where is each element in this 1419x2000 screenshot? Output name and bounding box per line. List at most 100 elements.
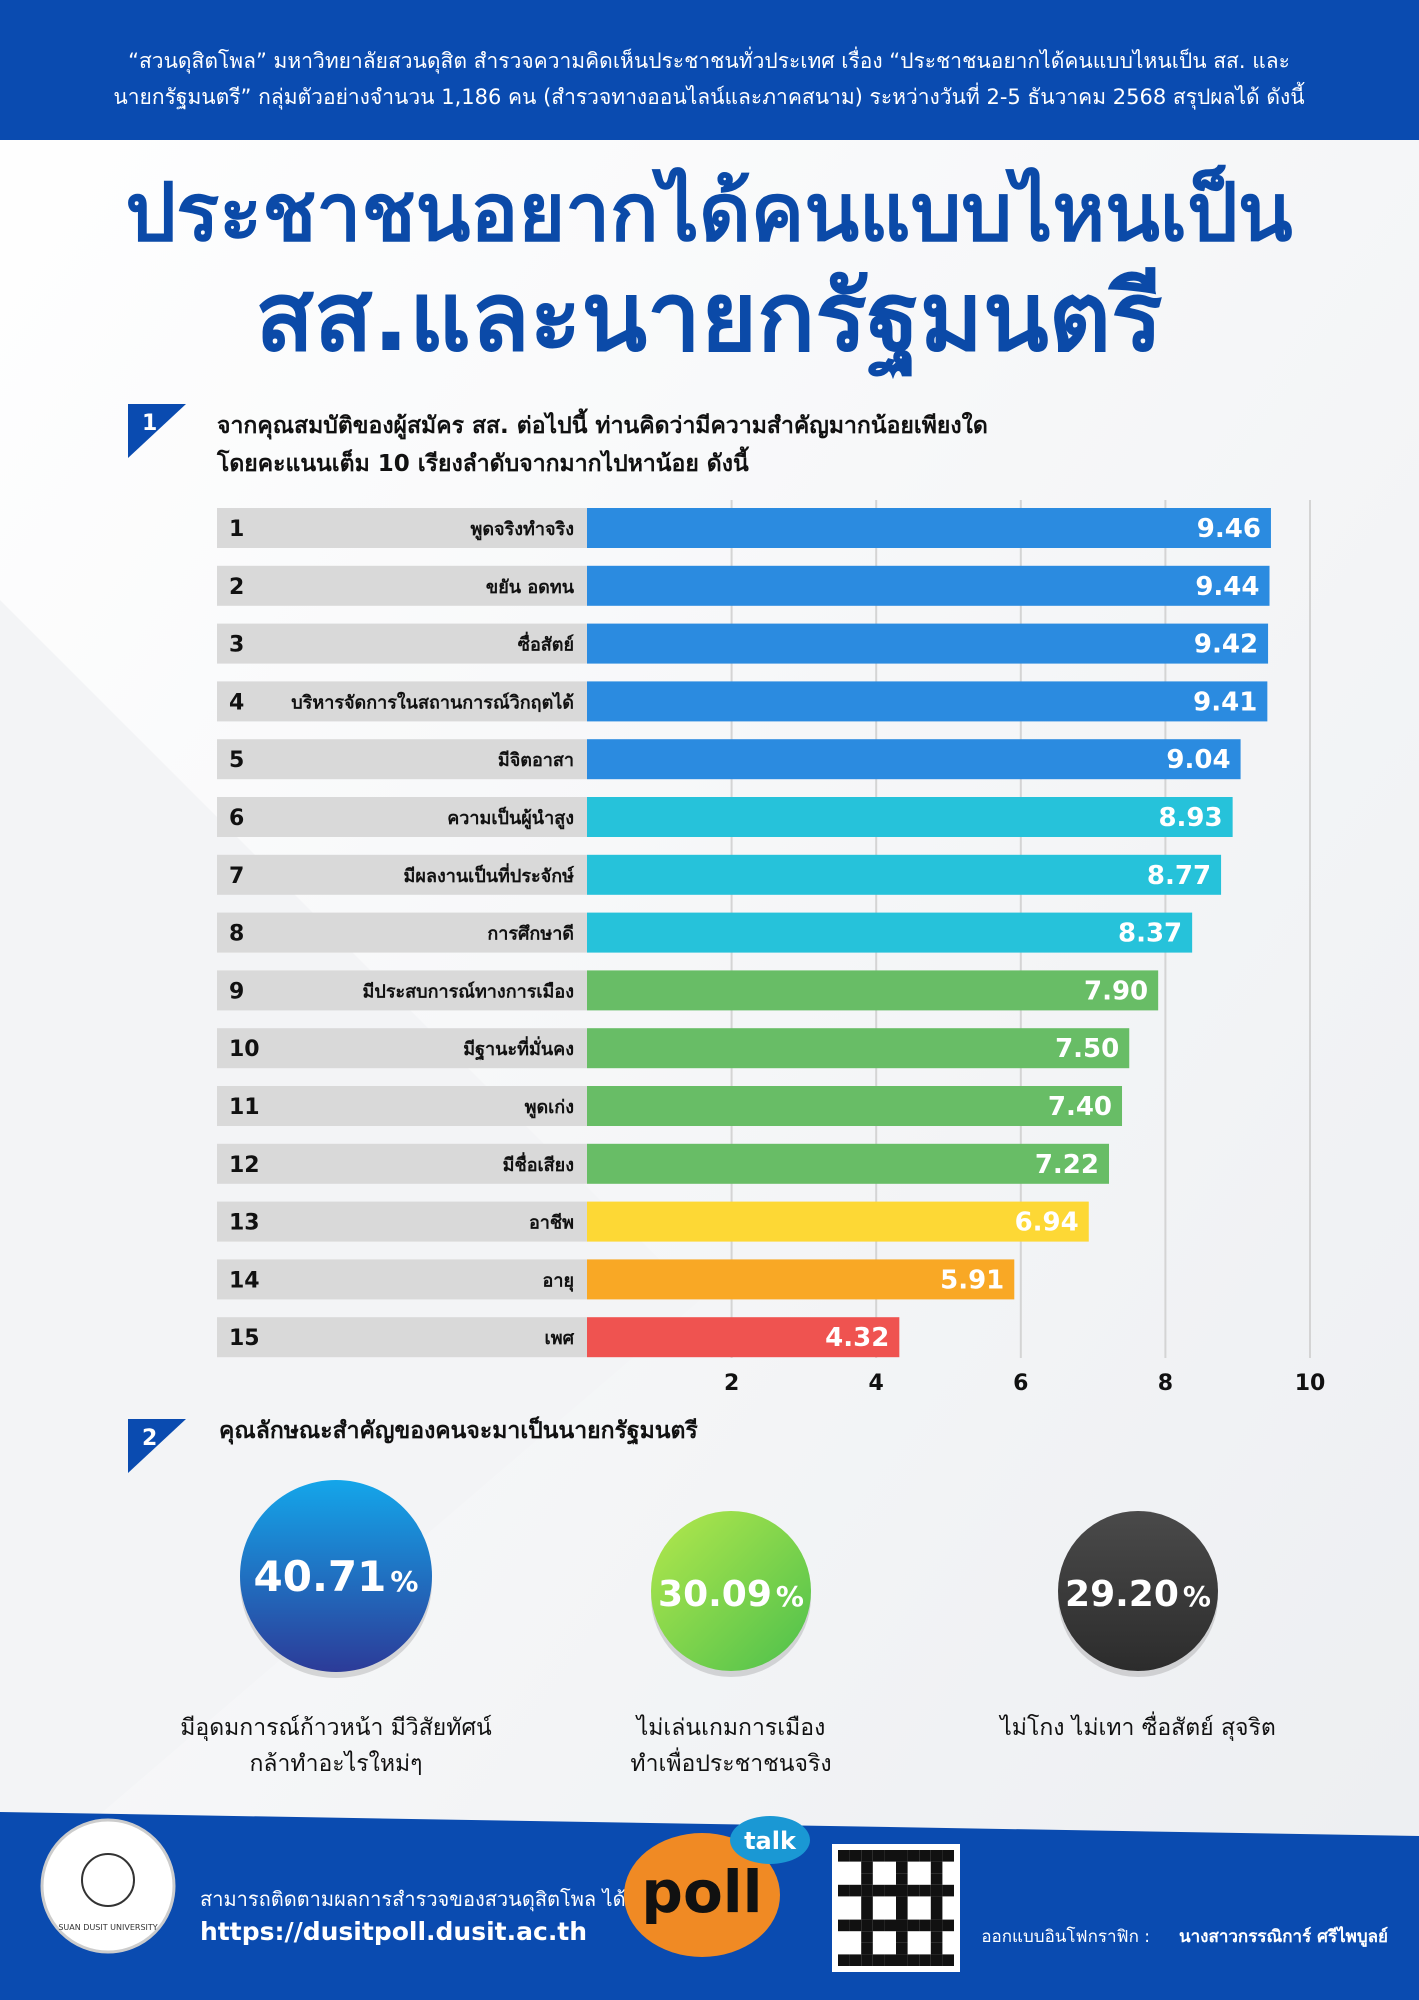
main-title: ประชาชนอยากได้คนแบบไหนเป็น — [125, 164, 1292, 259]
rank: 1 — [229, 517, 244, 542]
logo-poll: poll — [641, 1858, 762, 1926]
stat-caption: ทำเพื่อประชาชนจริง — [630, 1747, 831, 1777]
qr-module — [849, 1884, 862, 1897]
qr-module — [896, 1861, 908, 1874]
qr-module — [896, 1942, 908, 1955]
stat-unit: % — [390, 1565, 418, 1598]
value-label: 5.91 — [940, 1265, 1004, 1295]
qr-module — [861, 1942, 873, 1955]
category-label: การศึกษาดี — [487, 924, 574, 945]
category-label: มีชื่อเสียง — [503, 1152, 574, 1176]
stat-unit: % — [776, 1580, 804, 1613]
bar — [587, 1201, 1089, 1242]
qr-module — [838, 1850, 850, 1862]
follow-text: สามารถติดตามผลการสำรวจของสวนดุสิตโพล ได้… — [200, 1885, 639, 1912]
stat-caption: ไม่โกง ไม่เทา ซื่อสัตย์ สุจริต — [998, 1711, 1276, 1741]
label-box — [217, 508, 587, 548]
qr-module — [930, 1861, 943, 1874]
bar — [587, 854, 1222, 895]
category-label: มีประสบการณ์ทางการเมือง — [363, 980, 574, 1002]
qr-module — [907, 1850, 920, 1862]
qr-module — [861, 1931, 873, 1943]
category-label: พูดจริงทำจริง — [470, 519, 574, 541]
qr-module — [838, 1919, 850, 1932]
stat-circle — [651, 1511, 811, 1671]
section-title: คุณลักษณะสำคัญของคนจะมาเป็นนายกรัฐมนตรี — [219, 1415, 698, 1445]
label-box — [217, 623, 587, 664]
header-text: นายกรัฐมนตรี” กลุ่มตัวอย่างจำนวน 1,186 ค… — [113, 82, 1304, 110]
qr-module — [930, 1896, 943, 1908]
credit-label: ออกแบบอินโฟกราฟิก : — [981, 1926, 1150, 1947]
chart-question: โดยคะแนนเต็ม 10 เรียงลำดับจากมากไปหาน้อย… — [216, 446, 750, 477]
qr-module — [896, 1850, 908, 1862]
value-label: 7.22 — [1035, 1150, 1099, 1180]
rank: 8 — [229, 922, 244, 947]
qr-module — [930, 1873, 943, 1885]
rank: 9 — [229, 979, 244, 1004]
qr-module — [861, 1896, 873, 1908]
qr-module — [896, 1954, 908, 1966]
stat-value: 29.20% — [1065, 1574, 1211, 1615]
x-tick-label: 8 — [1158, 1371, 1173, 1396]
x-tick-label: 4 — [869, 1371, 884, 1396]
qr-module — [896, 1873, 908, 1885]
qr-module — [919, 1884, 931, 1897]
qr-module — [849, 1919, 862, 1932]
rank: 2 — [229, 575, 244, 600]
qr-module — [942, 1954, 954, 1966]
section-marker — [128, 404, 186, 458]
value-label: 9.04 — [1166, 745, 1230, 775]
category-label: ซื่อสัตย์ — [518, 632, 574, 656]
value-label: 8.37 — [1118, 919, 1182, 949]
label-box — [217, 1201, 587, 1242]
logo-ring — [40, 1818, 176, 1954]
logo-university: SUAN DUSIT UNIVERSITY — [58, 1923, 157, 1932]
bar — [587, 1259, 1015, 1300]
stat-caption: กล้าทำอะไรใหม่ๆ — [249, 1750, 422, 1777]
rank: 7 — [229, 864, 244, 889]
qr-module — [872, 1954, 885, 1966]
bar — [587, 681, 1268, 722]
header-text: “สวนดุสิตโพล” มหาวิทยาลัยสวนดุสิต สำรวจค… — [128, 46, 1290, 74]
qr-module — [872, 1884, 885, 1897]
category-label: เพศ — [545, 1328, 575, 1349]
category-label: มีจิตอาสา — [498, 750, 574, 771]
rank: 3 — [229, 633, 244, 658]
category-label: มีผลงานเป็นที่ประจักษ์ — [404, 863, 575, 887]
qr-module — [884, 1850, 896, 1862]
bar — [587, 739, 1241, 780]
qr-module — [896, 1908, 908, 1920]
qr-module — [884, 1919, 896, 1932]
category-label: ขยัน อดทน — [486, 577, 575, 598]
qr-module — [861, 1873, 873, 1885]
bar — [587, 1086, 1123, 1126]
rank: 5 — [229, 748, 244, 773]
qr-module — [896, 1896, 908, 1908]
qr-module — [861, 1908, 873, 1920]
bar — [587, 970, 1159, 1011]
qr-module — [930, 1954, 943, 1966]
poll-blob — [624, 1833, 780, 1957]
stat-value: 40.71% — [254, 1552, 419, 1601]
stat-caption: ไม่เล่นเกมการเมือง — [635, 1714, 826, 1741]
qr-module — [861, 1884, 873, 1897]
value-label: 9.46 — [1197, 514, 1261, 544]
x-tick-label: 2 — [724, 1371, 739, 1396]
value-label: 4.32 — [825, 1323, 889, 1353]
url: https://dusitpoll.dusit.ac.th — [200, 1917, 587, 1946]
stat-caption: มีอุดมการณ์ก้าวหน้า มีวิสัยทัศน์ — [180, 1714, 492, 1741]
value-label: 6.94 — [1015, 1208, 1079, 1238]
qr-module — [861, 1850, 873, 1862]
qr-module — [930, 1884, 943, 1897]
qr-module — [896, 1931, 908, 1943]
qr-module — [849, 1954, 862, 1966]
qr-module — [930, 1942, 943, 1955]
qr-module — [872, 1850, 885, 1862]
qr-module — [930, 1850, 943, 1862]
rank: 14 — [229, 1268, 260, 1293]
label-box — [217, 739, 587, 780]
qr-module — [861, 1954, 873, 1966]
qr-module — [942, 1850, 954, 1862]
